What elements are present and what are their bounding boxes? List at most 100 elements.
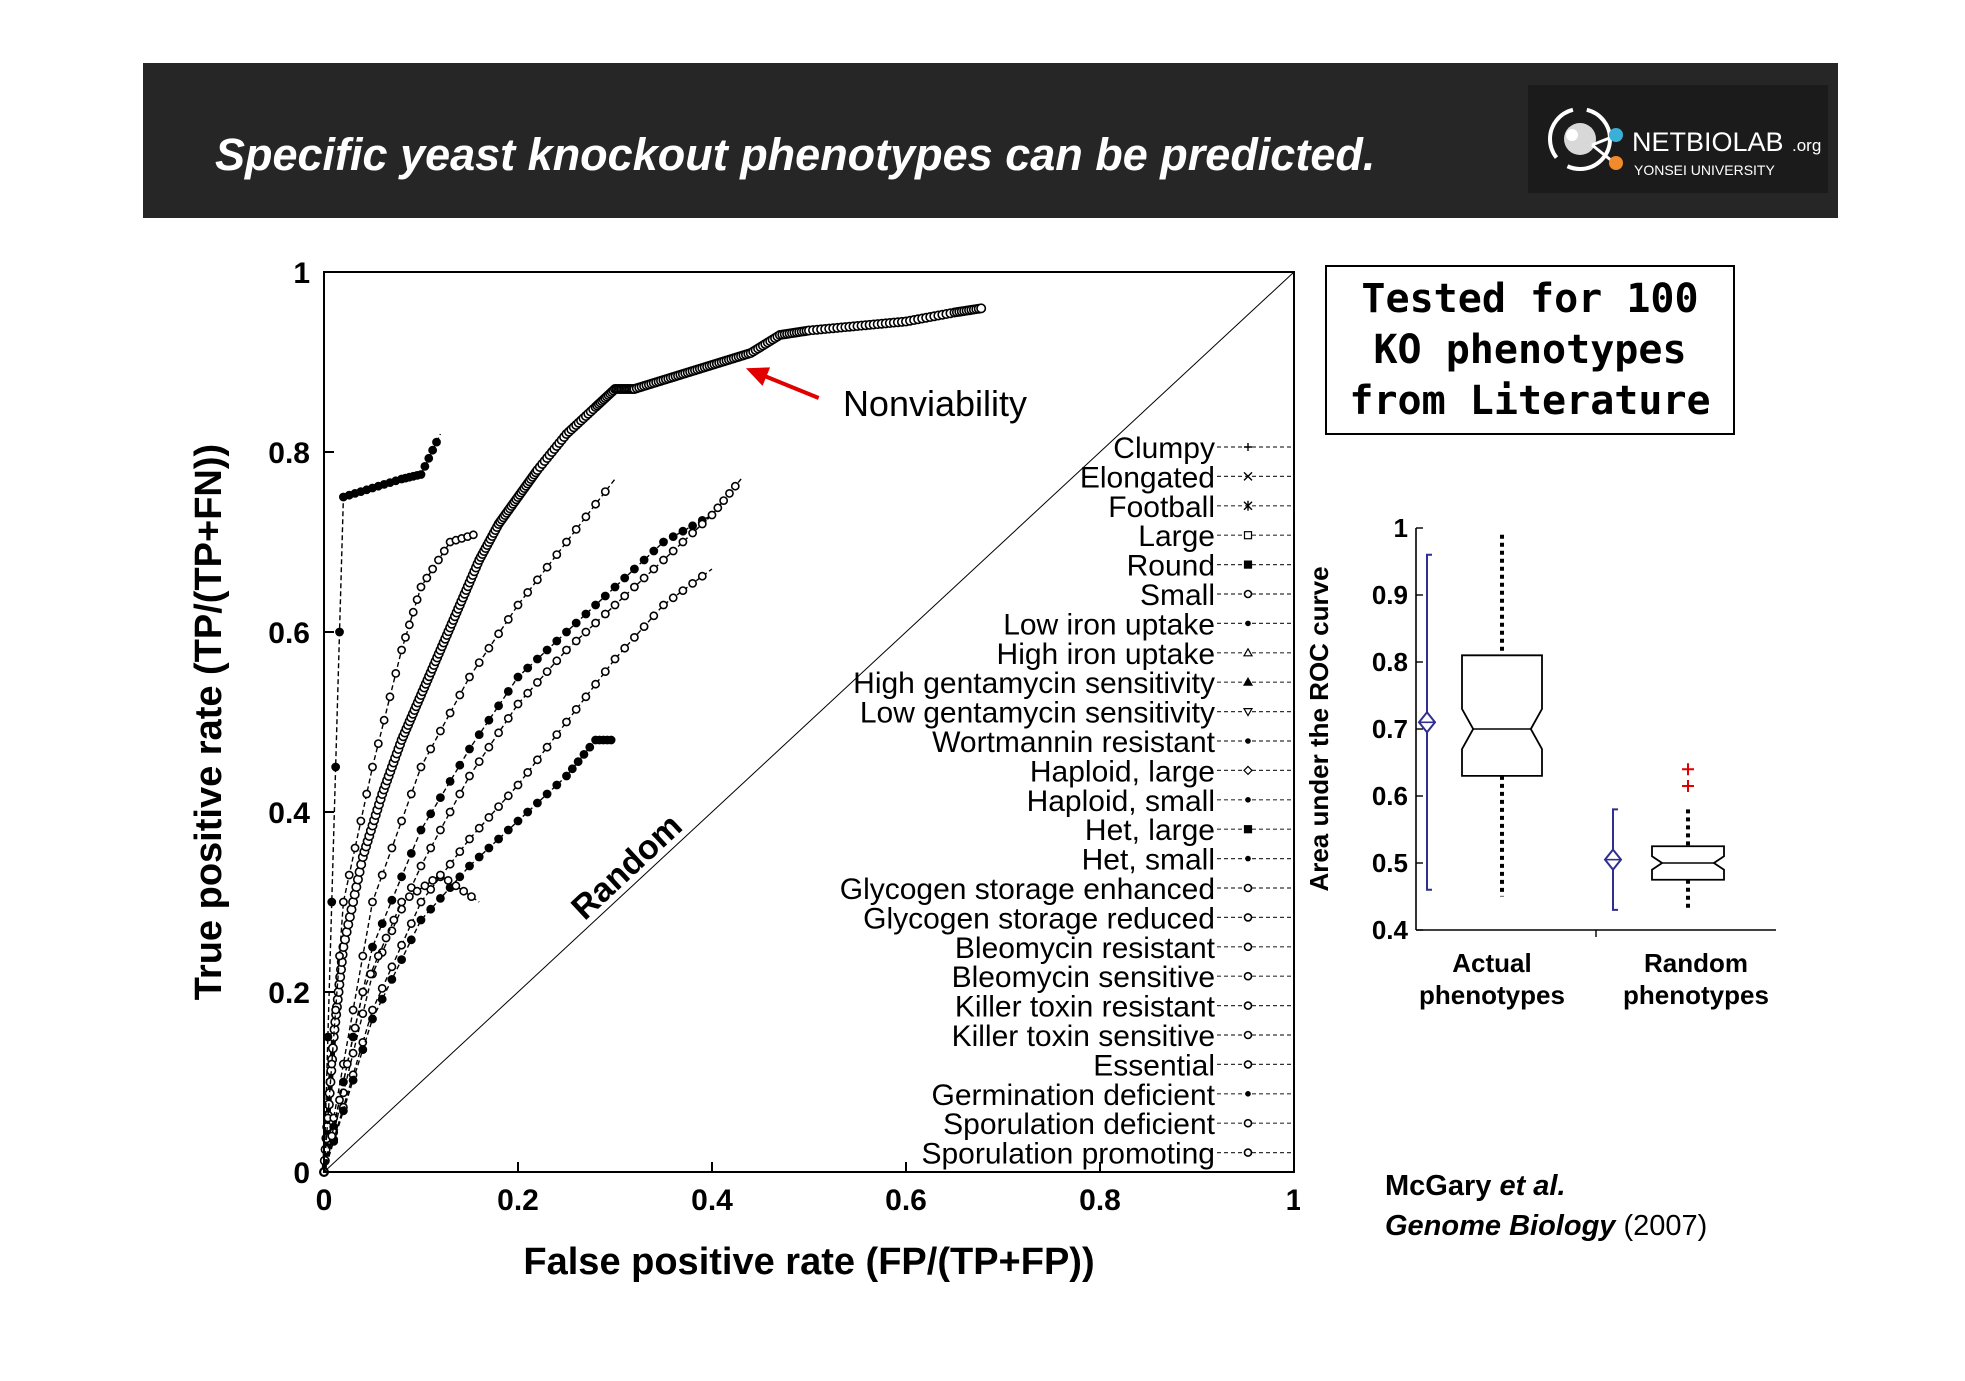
roc-series-point [445,859,455,869]
roc-series-point [377,870,387,880]
roc-series-point [513,699,523,709]
roc-series-point [513,672,523,682]
legend-marker [1243,883,1253,893]
roc-series-point [571,618,581,628]
roc-series-point [428,564,438,574]
roc-series-point [426,809,436,819]
roc-series-point [567,764,577,774]
roc-series-point [513,600,523,610]
roc-series-point [389,915,399,925]
netbiolab-logo: NETBIOLAB .org YONSEI UNIVERSITY [1528,85,1828,193]
nonviability-arrow-head [745,367,771,386]
legend-marker [1245,855,1251,862]
roc-series-point [416,762,426,772]
roc-series-point [629,564,639,574]
roc-series-point [591,499,600,509]
roc-series-point [552,730,562,739]
citation-etal: et al. [1491,1170,1566,1202]
auc-boxplot: 0.40.50.60.70.80.91 ActualphenotypesRand… [1304,513,1776,1010]
box-category-label: Actual [1452,948,1531,978]
roc-series-point [435,726,445,736]
roc-series-point [435,894,445,903]
legend-label: Round [1127,550,1215,583]
roc-series-point [552,656,562,666]
roc-series-point [416,915,426,925]
roc-series-point [368,1005,377,1015]
roc-series-point [406,919,416,928]
roc-series-point [668,593,678,603]
roc-series-point [494,629,503,639]
box-category-label: Random [1644,948,1748,978]
legend-label: Low iron uptake [1003,608,1215,641]
boxplot-tick-label: 0.4 [1372,915,1409,945]
roc-series-point [494,834,503,844]
roc-series-point [562,627,571,637]
roc-series-point [387,962,397,972]
roc-series-point [416,897,426,907]
roc-series-point [503,713,513,723]
roc-series-point [445,777,455,786]
roc-series-point [552,550,562,559]
roc-plot-frame [323,271,1295,1173]
roc-series-point [610,582,620,592]
slide-title: Specific yeast knockout phenotypes can b… [215,129,1376,180]
legend-marker [1243,531,1253,540]
roc-series-point [474,852,484,862]
legend-label: Clumpy [1113,432,1215,465]
roc-series-point [581,512,591,522]
roc-series-point [428,445,438,455]
box-outlier [1682,779,1694,792]
legend-label: High gentamycin sensitivity [853,667,1215,700]
roc-series-point [327,897,337,907]
roc-series-point [404,892,414,901]
legend-marker [1243,1001,1253,1010]
roc-series-point [523,768,533,777]
roc-series-point [451,881,461,891]
roc-series-point [562,771,571,781]
roc-series-point [474,757,484,766]
roc-series-point [713,503,723,513]
legend-marker [1243,1118,1253,1128]
roc-series-point [581,692,591,702]
x-tick-label: 0.8 [1079,1184,1121,1217]
legend-label: Germination deficient [932,1079,1216,1112]
legend-label: Haploid, large [1030,755,1215,788]
roc-series-point [494,802,503,811]
roc-series-point [381,933,391,943]
roc-series-point [335,951,344,961]
roc-series-point [455,872,465,882]
x-tick-label: 0.6 [885,1184,927,1217]
roc-series-point [659,537,668,547]
roc-series-point [591,679,600,689]
roc-series-point [523,688,533,698]
roc-y-ticks: 0 0.2 0.4 0.6 0.8 1 [268,257,334,1190]
legend-marker [1245,797,1251,803]
logo-suffix: .org [1792,136,1821,155]
legend-marker [1243,825,1253,834]
legend-label: Het, small [1082,844,1215,877]
roc-series-line [323,568,713,1173]
roc-series-point [445,807,455,817]
roc-series-point [350,1023,360,1033]
legend-marker [1243,471,1253,481]
roc-series-point [503,825,513,835]
roc-series-point [459,886,469,896]
roc-series-point [600,487,610,496]
roc-series-point [513,816,523,826]
roc-series-point [474,730,484,739]
roc-series-point [688,578,697,588]
roc-series-point [362,789,372,799]
roc-series-point [455,789,465,799]
legend-marker [1242,708,1254,717]
roc-series-point [350,843,360,853]
roc-series-point [422,573,432,583]
roc-series-point [571,704,581,714]
roc-chart: 0 0.2 0.4 0.6 0.8 1 0 0.2 0.4 0.6 0.8 1 False posi… [188,257,1300,1283]
roc-series-point [659,600,668,610]
roc-series-point [639,622,649,631]
roc-series-point [542,645,552,655]
roc-series-point [976,303,987,314]
roc-series-point [426,744,436,754]
roc-series-point [416,582,426,592]
